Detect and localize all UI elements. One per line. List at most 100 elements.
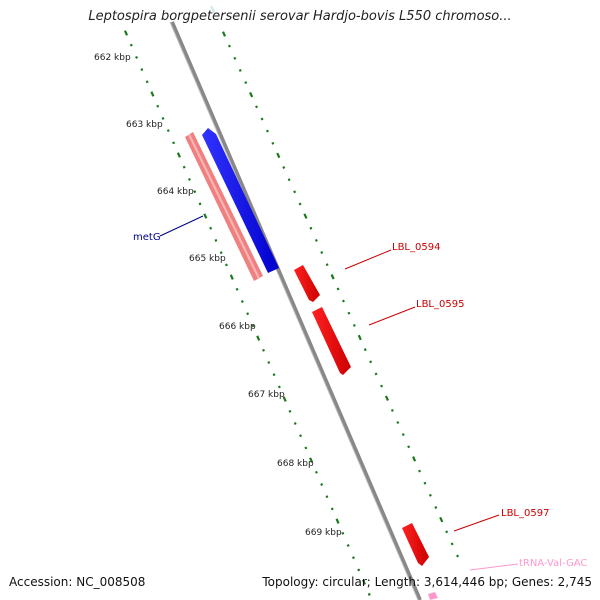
tick-mark-right-43 [456, 554, 460, 558]
tick-mark-right-38 [428, 493, 432, 497]
tick-label-663: 663 kbp [126, 120, 163, 130]
tick-mark-left-45 [361, 579, 367, 585]
tick-mark-left-10 [176, 152, 181, 158]
tick-mark-left-43 [351, 556, 355, 560]
tick-mark-right-7 [260, 117, 264, 121]
tick-mark-left-22 [240, 300, 244, 303]
gene-label-metG: metG [133, 232, 161, 243]
cds-feature-metG-highlight [188, 134, 260, 279]
tick-label-667: 667 kbp [248, 390, 285, 400]
tick-mark-left-39 [330, 507, 334, 511]
tick-mark-right-14 [298, 202, 302, 206]
gene-label-connector-tRNA-Val-GAC [469, 563, 519, 571]
tick-mark-left-42 [346, 544, 350, 547]
tick-mark-left-2 [135, 55, 139, 59]
tick-mark-right-36 [418, 469, 422, 473]
tick-mark-right-37 [423, 481, 427, 485]
tick-mark-left-38 [325, 495, 329, 499]
tick-mark-left-23 [246, 312, 250, 316]
tick-mark-left-14 [198, 202, 202, 206]
genome-backbone [170, 21, 422, 600]
tick-mark-right-22 [341, 299, 345, 303]
gene-tRNA-Val-GAC[interactable]: tRNA-Val-GAC [428, 558, 587, 600]
tick-mark-right-21 [336, 287, 340, 291]
tick-mark-right-17 [314, 238, 318, 242]
tick-mark-left-21 [235, 287, 239, 291]
tick-mark-right-34 [407, 445, 411, 449]
tick-mark-right-42 [450, 542, 454, 546]
gene-LBL-0597[interactable]: LBL_0597 [402, 508, 549, 566]
tick-mark-right-9 [271, 141, 275, 145]
tick-mark-right-28 [374, 372, 378, 376]
tick-mark-right-0 [221, 31, 227, 37]
tick-track-left [123, 30, 371, 596]
tick-mark-right-35 [412, 456, 417, 462]
gene-label-connector-LBL-0595 [368, 306, 416, 326]
tick-mark-left-40 [335, 518, 340, 524]
gene-arrow-tRNA-Val-GAC [428, 592, 438, 600]
tick-mark-right-40 [439, 516, 444, 523]
tick-mark-left-35 [309, 457, 314, 463]
tick-mark-right-31 [390, 408, 394, 412]
tick-label-665: 665 kbp [189, 254, 226, 264]
tick-mark-left-15 [203, 213, 208, 219]
tick-mark-left-26 [262, 348, 265, 352]
tick-mark-left-33 [299, 434, 303, 438]
tick-mark-left-20 [229, 274, 234, 280]
tick-mark-right-12 [287, 178, 291, 182]
tick-mark-left-1 [129, 43, 133, 47]
tick-mark-right-6 [255, 105, 259, 109]
tick-mark-left-30 [282, 396, 287, 402]
tick-mark-left-24 [251, 324, 255, 328]
tick-mark-right-18 [320, 251, 324, 254]
gene-arrow-LBL-0597 [402, 523, 429, 566]
gene-arrow-LBL-0595 [312, 307, 351, 375]
tick-label-666: 666 kbp [219, 322, 256, 332]
gene-label-tRNA-Val-GAC: tRNA-Val-GAC [519, 558, 587, 569]
gene-arrow-metG [202, 128, 279, 273]
tick-label-668: 668 kbp [277, 459, 314, 469]
gene-label-LBL-0597: LBL_0597 [501, 508, 549, 519]
tick-mark-left-41 [341, 531, 345, 535]
tick-mark-right-23 [347, 311, 351, 315]
tick-mark-right-27 [369, 360, 373, 364]
tick-mark-left-5 [150, 91, 155, 97]
tick-mark-right-13 [293, 190, 297, 194]
tick-mark-right-8 [265, 129, 269, 133]
tick-mark-right-41 [445, 530, 449, 534]
backbone-highlight [169, 21, 419, 600]
tick-label-662: 662 kbp [94, 53, 131, 63]
tick-mark-left-8 [166, 129, 170, 133]
tick-mark-left-44 [357, 568, 361, 572]
accession-text: Accession: NC_008508 [9, 575, 146, 589]
topology-text: Topology: circular; Length: 3,614,446 bp… [262, 575, 592, 589]
tick-mark-right-33 [401, 433, 405, 437]
tick-mark-left-19 [224, 263, 228, 267]
tick-mark-left-18 [219, 251, 223, 255]
gene-LBL-0594[interactable]: LBL_0594 [294, 242, 440, 302]
gene-metG[interactable]: metG [133, 128, 279, 281]
tick-mark-right-5 [249, 91, 254, 98]
kbp-labels: 662 kbp 663 kbp 664 kbp 665 kbp 666 kbp … [94, 53, 342, 538]
tick-mark-right-4 [244, 81, 248, 85]
tick-mark-left-3 [140, 68, 144, 72]
tick-mark-right-10 [276, 152, 281, 159]
tick-mark-left-37 [320, 483, 324, 486]
tick-mark-left-6 [156, 104, 160, 108]
tick-mark-right-39 [434, 506, 438, 509]
gene-label-LBL-0594: LBL_0594 [392, 242, 440, 253]
gene-label-connector-LBL-0597 [453, 514, 500, 532]
gene-LBL-0595[interactable]: LBL_0595 [312, 299, 464, 375]
tick-mark-right-11 [282, 166, 286, 169]
tick-mark-right-24 [352, 323, 356, 327]
tick-label-669: 669 kbp [305, 528, 342, 538]
tick-mark-left-46 [367, 592, 371, 596]
tick-track-right [221, 31, 460, 558]
tick-mark-right-26 [363, 348, 367, 352]
tick-mark-left-32 [293, 422, 297, 425]
tick-mark-left-11 [182, 165, 186, 169]
tick-mark-left-27 [267, 361, 271, 364]
gene-label-connector-metG [159, 215, 204, 237]
tick-mark-left-36 [314, 470, 318, 474]
